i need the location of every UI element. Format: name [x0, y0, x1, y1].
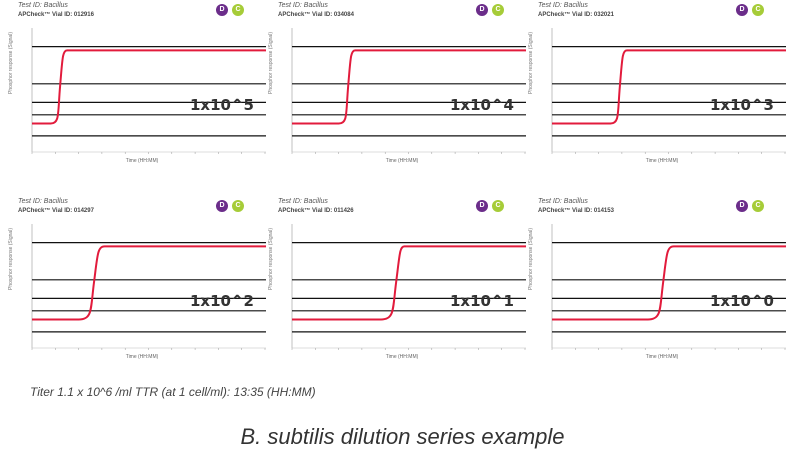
vial-id-label: APCheck™ Vial ID: 014297: [18, 208, 94, 214]
dilution-label: 1x10^1: [450, 292, 514, 310]
growth-curve: [32, 245, 266, 321]
d-badge-icon: D: [216, 200, 228, 212]
x-axis-label: Time (HH:MM): [385, 158, 419, 164]
vial-id-label: APCheck™ Vial ID: 034084: [278, 12, 354, 18]
plot-area: [551, 224, 786, 350]
y-axis-label: Phosphor response (Signal): [8, 228, 14, 290]
plot-area: [31, 28, 266, 154]
chart-panel: Test ID: Bacillus APCheck™ Vial ID: 01429…: [8, 198, 266, 384]
y-axis-label: Phosphor response (Signal): [268, 32, 274, 94]
c-badge-icon: C: [232, 200, 244, 212]
plot-area: [31, 224, 266, 350]
growth-curve: [292, 49, 526, 125]
growth-curve: [552, 245, 786, 321]
x-axis-label: Time (HH:MM): [385, 354, 419, 360]
titer-note: Titer 1.1 x 10^6 /ml TTR (at 1 cell/ml):…: [30, 385, 316, 399]
d-badge-icon: D: [736, 200, 748, 212]
c-badge-icon: C: [752, 4, 764, 16]
d-badge-icon: D: [736, 4, 748, 16]
y-axis-label: Phosphor response (Signal): [8, 32, 14, 94]
dilution-label: 1x10^2: [190, 292, 254, 310]
dilution-label: 1x10^4: [450, 96, 514, 114]
c-badge-icon: C: [232, 4, 244, 16]
plot-area: [551, 28, 786, 154]
plot-area: [291, 224, 526, 350]
vial-id-label: APCheck™ Vial ID: 014153: [538, 208, 614, 214]
growth-curve: [552, 49, 786, 125]
y-axis-label: Phosphor response (Signal): [528, 228, 534, 290]
x-axis-label: Time (HH:MM): [645, 158, 679, 164]
chart-panel: Test ID: Bacillus APCheck™ Vial ID: 03202…: [528, 2, 786, 188]
dilution-label: 1x10^3: [710, 96, 774, 114]
test-id-label: Test ID: Bacillus: [538, 198, 588, 205]
c-badge-icon: C: [492, 4, 504, 16]
test-id-label: Test ID: Bacillus: [18, 2, 68, 9]
x-axis-label: Time (HH:MM): [125, 354, 159, 360]
vial-id-label: APCheck™ Vial ID: 011426: [278, 208, 354, 214]
test-id-label: Test ID: Bacillus: [278, 2, 328, 9]
d-badge-icon: D: [216, 4, 228, 16]
x-axis-label: Time (HH:MM): [645, 354, 679, 360]
c-badge-icon: C: [492, 200, 504, 212]
chart-panel: Test ID: Bacillus APCheck™ Vial ID: 01142…: [268, 198, 526, 384]
dilution-label: 1x10^0: [710, 292, 774, 310]
d-badge-icon: D: [476, 200, 488, 212]
growth-curve: [292, 245, 526, 321]
c-badge-icon: C: [752, 200, 764, 212]
d-badge-icon: D: [476, 4, 488, 16]
chart-panel: Test ID: Bacillus APCheck™ Vial ID: 03408…: [268, 2, 526, 188]
chart-panel: Test ID: Bacillus APCheck™ Vial ID: 01291…: [8, 2, 266, 188]
vial-id-label: APCheck™ Vial ID: 012916: [18, 12, 94, 18]
y-axis-label: Phosphor response (Signal): [268, 228, 274, 290]
vial-id-label: APCheck™ Vial ID: 032021: [538, 12, 614, 18]
test-id-label: Test ID: Bacillus: [538, 2, 588, 9]
y-axis-label: Phosphor response (Signal): [528, 32, 534, 94]
test-id-label: Test ID: Bacillus: [278, 198, 328, 205]
growth-curve: [32, 49, 266, 125]
figure-caption: B. subtilis dilution series example: [240, 424, 565, 449]
chart-panel: Test ID: Bacillus APCheck™ Vial ID: 01415…: [528, 198, 786, 384]
dilution-label: 1x10^5: [190, 96, 254, 114]
test-id-label: Test ID: Bacillus: [18, 198, 68, 205]
x-axis-label: Time (HH:MM): [125, 158, 159, 164]
plot-area: [291, 28, 526, 154]
